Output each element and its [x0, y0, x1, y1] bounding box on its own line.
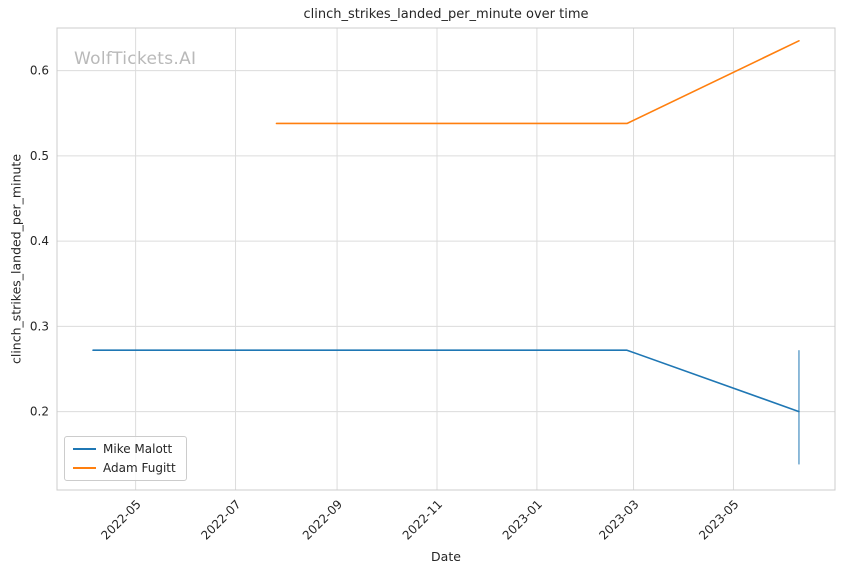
legend-line-swatch — [73, 448, 96, 450]
series-line-mike-malott — [92, 349, 800, 413]
x-tick-label: 2023-05 — [696, 497, 741, 542]
y-tick-label: 0.5 — [30, 149, 49, 163]
y-tick-label: 0.4 — [30, 234, 49, 248]
legend-label: Mike Malott — [103, 442, 173, 456]
chart-title: clinch_strikes_landed_per_minute over ti… — [303, 7, 589, 22]
plot-border — [56, 27, 836, 491]
x-tick-label: 2022-11 — [400, 497, 445, 542]
watermark: WolfTickets.AI — [74, 49, 197, 69]
x-tick-label: 2022-07 — [198, 497, 243, 542]
x-tick-label: 2022-09 — [300, 497, 345, 542]
x-axis-label: Date — [431, 549, 461, 564]
x-tick-label: 2023-03 — [596, 497, 641, 542]
x-tick-label: 2023-01 — [500, 497, 545, 542]
legend-item: Mike Malott — [73, 442, 176, 456]
legend-label: Adam Fugitt — [103, 461, 176, 475]
x-tick-label: 2022-05 — [98, 497, 143, 542]
y-tick-label: 0.6 — [30, 64, 49, 78]
legend-line-swatch — [73, 467, 96, 469]
legend-item: Adam Fugitt — [73, 461, 176, 475]
y-tick-label: 0.2 — [30, 405, 49, 419]
legend: Mike Malott Adam Fugitt — [64, 436, 187, 481]
series-line-adam-fugitt — [275, 39, 800, 125]
y-tick-label: 0.3 — [30, 319, 49, 333]
